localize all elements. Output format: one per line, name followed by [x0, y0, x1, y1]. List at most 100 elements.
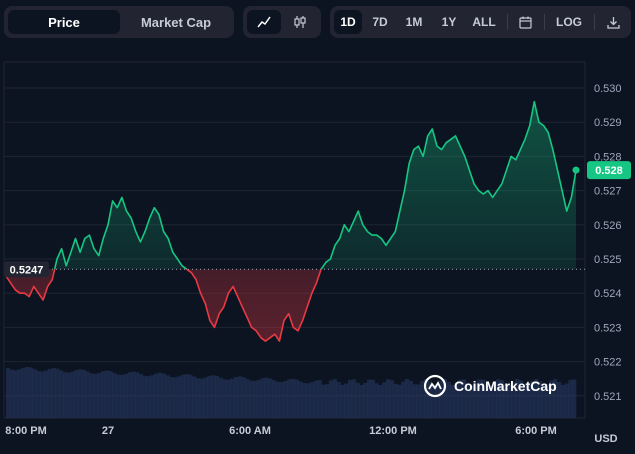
volume-bar	[541, 384, 546, 418]
reference-price-label: 0.5247	[10, 264, 44, 276]
volume-bar	[180, 374, 185, 418]
volume-bar	[196, 378, 201, 418]
volume-bar	[367, 379, 372, 418]
volume-bar	[78, 369, 83, 418]
volume-bar	[302, 383, 307, 418]
volume-bar	[283, 380, 288, 418]
volume-bar	[192, 376, 197, 418]
volume-bar	[401, 381, 406, 418]
price-line-up	[53, 100, 577, 270]
range-button-1d[interactable]: 1D	[334, 10, 362, 34]
volume-bar	[382, 382, 387, 418]
volume-bar	[325, 384, 330, 418]
volume-bar	[131, 371, 136, 418]
volume-bar	[218, 377, 223, 418]
volume-bar	[370, 379, 375, 418]
volume-bar	[256, 379, 261, 418]
volume-bar	[336, 382, 341, 418]
volume-bar	[101, 371, 106, 418]
volume-bar	[226, 379, 231, 418]
volume-bar	[135, 372, 140, 418]
volume-bar	[66, 372, 71, 418]
calendar-button[interactable]	[512, 10, 538, 34]
y-tick-label: 0.524	[594, 288, 622, 300]
volume-bar	[389, 380, 394, 418]
volume-bar	[538, 381, 543, 418]
volume-bar	[534, 379, 539, 418]
range-button-all[interactable]: ALL	[472, 15, 496, 29]
volume-bar	[184, 374, 189, 418]
volume-bar	[397, 384, 402, 418]
volume-bar	[207, 375, 212, 418]
metric-toggle-group: Price Market Cap	[4, 6, 234, 38]
x-tick-label: 6:00 AM	[229, 425, 271, 437]
volume-bar	[450, 384, 455, 418]
x-tick-label: 8:00 PM	[5, 425, 47, 437]
volume-bar	[568, 379, 573, 418]
volume-bar	[519, 380, 524, 418]
y-tick-label: 0.530	[594, 83, 622, 95]
volume-bar	[454, 383, 459, 418]
candlestick-button[interactable]	[283, 10, 317, 34]
log-scale-button[interactable]: LOG	[556, 15, 582, 29]
volume-bar	[112, 372, 117, 418]
current-price-label: 0.528	[595, 165, 623, 177]
download-button[interactable]	[600, 10, 626, 34]
toolbar-divider	[594, 14, 595, 30]
volume-bar	[557, 382, 562, 418]
volume-bar	[313, 380, 318, 418]
volume-bar	[249, 380, 254, 418]
volume-bar	[416, 384, 421, 418]
volume-bar	[215, 376, 220, 418]
candlestick-icon	[294, 16, 306, 28]
volume-bar	[435, 384, 440, 418]
volume-bar	[564, 383, 569, 418]
market-cap-tab[interactable]: Market Cap	[140, 14, 212, 30]
range-button-1y[interactable]: 1Y	[441, 15, 457, 29]
volume-bar	[253, 380, 258, 418]
volume-bar	[59, 370, 64, 418]
volume-bar	[291, 378, 296, 418]
volume-bar	[104, 370, 109, 418]
volume-bar	[40, 371, 45, 418]
volume-bar	[211, 375, 216, 418]
volume-bar	[268, 378, 273, 418]
y-tick-label: 0.526	[594, 220, 622, 232]
volume-bar	[469, 384, 474, 418]
volume-bar	[55, 368, 60, 418]
y-tick-label: 0.525	[594, 254, 622, 266]
y-tick-label: 0.528	[594, 151, 622, 163]
volume-bar	[89, 373, 94, 418]
range-button-7d[interactable]: 7D	[372, 15, 388, 29]
volume-bar	[329, 380, 334, 418]
volume-bar	[51, 368, 56, 418]
volume-bar	[443, 379, 448, 418]
volume-bar	[120, 375, 125, 418]
volume-bar	[317, 379, 322, 418]
current-price-badge: 0.528	[587, 161, 631, 180]
volume-bar	[359, 384, 364, 418]
line-chart-button[interactable]	[247, 10, 281, 34]
volume-bar	[340, 384, 345, 418]
x-axis: 8:00 PM 27 6:00 AM 12:00 PM 6:00 PM	[5, 425, 557, 437]
volume-bar	[515, 379, 520, 418]
volume-bar	[82, 369, 87, 418]
volume-bar	[146, 376, 151, 418]
volume-bar	[158, 372, 163, 418]
chart-type-group	[243, 6, 321, 38]
volume-bar	[351, 379, 356, 418]
volume-bar	[412, 384, 417, 418]
volume-bar	[272, 380, 277, 418]
y-axis: 0.530 0.529 0.528 0.527 0.526 0.525 0.524 0.523…	[594, 83, 622, 403]
volume-bar	[139, 374, 144, 418]
range-button-1m[interactable]: 1M	[405, 15, 423, 29]
volume-bar	[123, 374, 128, 418]
reference-price-badge: 0.5247	[4, 261, 49, 278]
volume-bar	[264, 377, 269, 418]
volume-bars	[6, 366, 577, 418]
currency-label: USD	[594, 433, 617, 445]
price-tab[interactable]: Price	[8, 10, 120, 34]
volume-bar	[97, 372, 102, 418]
volume-bar	[6, 368, 11, 418]
